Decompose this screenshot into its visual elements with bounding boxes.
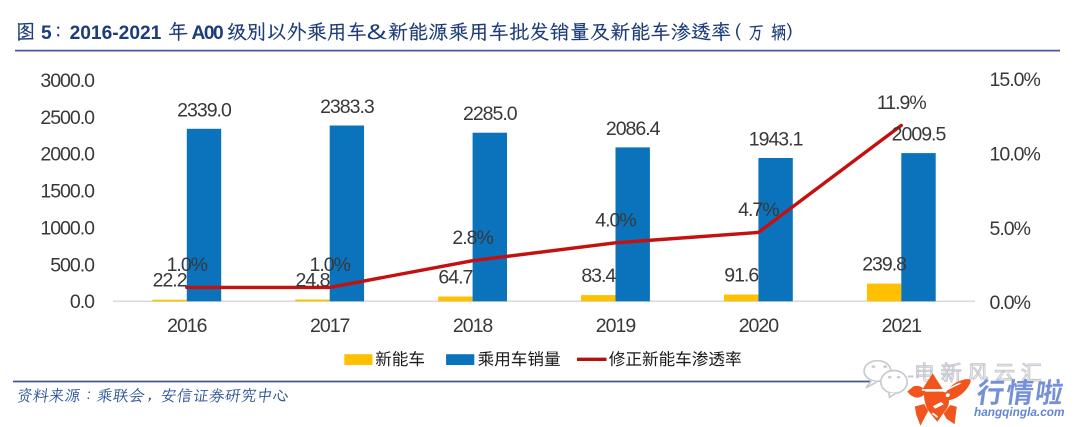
svg-text:1500.0: 1500.0 <box>40 181 95 203</box>
svg-text:64.7: 64.7 <box>438 267 472 289</box>
svg-text:1.0%: 1.0% <box>309 254 350 276</box>
svg-text:4.7%: 4.7% <box>738 199 779 221</box>
svg-text:2383.3: 2383.3 <box>320 96 374 118</box>
svg-text:0.0%: 0.0% <box>990 292 1031 314</box>
svg-text:2017: 2017 <box>310 315 350 337</box>
svg-text:10.0%: 10.0% <box>990 144 1041 166</box>
svg-text:2500.0: 2500.0 <box>40 107 95 129</box>
svg-text:500.0: 500.0 <box>50 254 95 276</box>
svg-text:22.2: 22.2 <box>153 270 187 292</box>
svg-text:4.0%: 4.0% <box>595 209 636 231</box>
svg-text:91.6: 91.6 <box>724 265 758 287</box>
svg-text:2016: 2016 <box>167 315 207 337</box>
svg-text:5.0%: 5.0% <box>990 218 1031 240</box>
svg-text:15.0%: 15.0% <box>990 69 1041 91</box>
svg-text:2016-2021: 2016-2021 <box>70 23 162 44</box>
svg-text:2339.0: 2339.0 <box>177 99 232 121</box>
svg-text:2018: 2018 <box>453 315 493 337</box>
svg-text:2000.0: 2000.0 <box>40 144 95 166</box>
svg-text:2020: 2020 <box>739 315 780 337</box>
svg-text:1943.1: 1943.1 <box>749 129 803 151</box>
svg-text:2021: 2021 <box>882 315 922 337</box>
svg-text:A00: A00 <box>192 23 224 44</box>
svg-text:0.0: 0.0 <box>70 291 95 313</box>
svg-text:2086.4: 2086.4 <box>606 118 661 140</box>
svg-text:239.8: 239.8 <box>862 254 906 276</box>
svg-text:1000.0: 1000.0 <box>40 217 95 239</box>
svg-text:1.0%: 1.0% <box>167 254 208 276</box>
svg-text:2285.0: 2285.0 <box>463 103 518 125</box>
svg-text:2009.5: 2009.5 <box>892 124 947 146</box>
svg-text:2019: 2019 <box>596 315 636 337</box>
svg-text:5: 5 <box>41 23 52 44</box>
svg-text:3000.0: 3000.0 <box>40 70 95 92</box>
svg-text:hangqingla.com: hangqingla.com <box>974 405 1064 419</box>
svg-text:2.8%: 2.8% <box>452 227 493 249</box>
svg-text:11.9%: 11.9% <box>877 92 927 114</box>
svg-text:24.8: 24.8 <box>296 270 330 292</box>
svg-text:83.4: 83.4 <box>581 265 616 287</box>
